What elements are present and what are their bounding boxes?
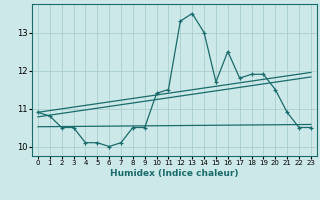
X-axis label: Humidex (Indice chaleur): Humidex (Indice chaleur) [110, 169, 239, 178]
